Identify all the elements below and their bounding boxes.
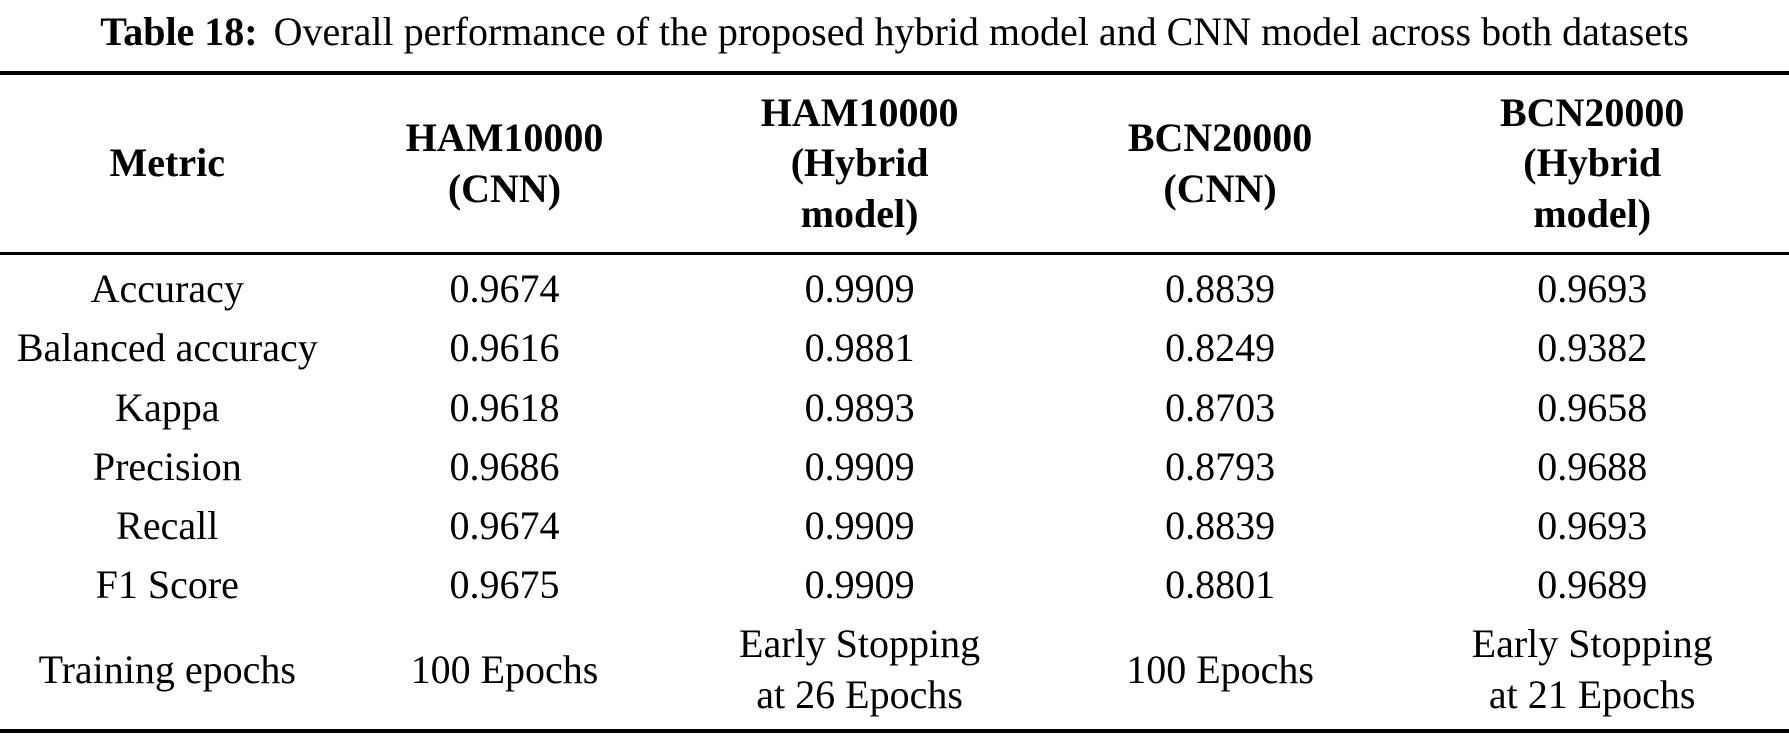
table-caption-label: Table 18: [100, 9, 258, 54]
value-cell: 0.9675 [449, 562, 560, 608]
value-cell: 0.9382 [1537, 325, 1648, 371]
table-caption-text: Overall performance of the proposed hybr… [273, 9, 1689, 54]
value-cell: 0.9909 [804, 502, 915, 548]
metric-cell: F1 Score [95, 562, 239, 608]
value-cell: 0.9688 [1537, 443, 1648, 489]
header-cell-ham10000-hybrid: HAM10000 (Hybrid model) [674, 73, 1045, 256]
table-row-kappa: Kappa 0.9618 0.9893 0.8703 0.9658 [0, 378, 1789, 437]
value-cell: 0.9909 [804, 443, 915, 489]
value-cell: 0.9674 [449, 266, 560, 312]
metric-cell: Training epochs [38, 646, 296, 692]
metric-cell: Recall [116, 502, 219, 548]
value-cell: 0.9674 [449, 502, 560, 548]
table-caption: Table 18: Overall performance of the prop… [0, 0, 1789, 56]
value-cell: 0.9686 [449, 443, 560, 489]
value-cell: 0.9881 [804, 325, 915, 371]
table-row-balanced-accuracy: Balanced accuracy 0.9616 0.9881 0.8249 0… [0, 318, 1789, 377]
table-body: Accuracy 0.9674 0.9909 0.8839 0.9693 Bal… [0, 254, 1789, 731]
header-cell-ham10000-cnn: HAM10000 (CNN) [334, 73, 675, 256]
table-row-f1-score: F1 Score 0.9675 0.9909 0.8801 0.9689 [0, 555, 1789, 614]
table-row-recall: Recall 0.9674 0.9909 0.8839 0.9693 [0, 496, 1789, 555]
header-cell-bcn20000-hybrid: BCN20000 (Hybrid model) [1395, 73, 1789, 256]
value-cell: 0.8839 [1165, 502, 1276, 548]
metric-cell: Accuracy [90, 266, 244, 312]
value-cell: 0.8703 [1165, 384, 1276, 430]
value-cell: Early Stopping at 26 Epochs [739, 621, 981, 718]
value-cell: 100 Epochs [410, 646, 599, 692]
value-cell: 0.9693 [1537, 266, 1648, 312]
metric-cell: Balanced accuracy [16, 325, 318, 371]
header-cell-bcn20000-cnn: BCN20000 (CNN) [1044, 73, 1396, 256]
value-cell: 100 Epochs [1126, 646, 1314, 692]
value-cell: 0.9893 [804, 384, 915, 430]
table-header: Metric HAM10000 (CNN) HAM10000 (Hybrid m… [0, 73, 1789, 256]
value-cell: 0.9616 [449, 325, 560, 371]
value-cell: 0.8839 [1165, 266, 1276, 312]
value-cell: 0.8793 [1165, 443, 1276, 489]
metric-cell: Kappa [115, 384, 220, 430]
header-cell-metric: Metric [0, 73, 335, 256]
value-cell: 0.8249 [1165, 325, 1276, 371]
results-table: Metric HAM10000 (CNN) HAM10000 (Hybrid m… [0, 71, 1789, 733]
table-row-accuracy: Accuracy 0.9674 0.9909 0.8839 0.9693 [0, 254, 1789, 319]
metric-cell: Precision [92, 443, 242, 489]
table-row-training-epochs: Training epochs 100 Epochs Early Stoppin… [0, 614, 1789, 730]
header-row: Metric HAM10000 (CNN) HAM10000 (Hybrid m… [0, 73, 1789, 256]
value-cell: 0.9658 [1537, 384, 1648, 430]
value-cell: 0.8801 [1165, 562, 1276, 608]
value-cell: 0.9689 [1537, 562, 1648, 608]
value-cell: 0.9693 [1537, 502, 1648, 548]
value-cell: 0.9618 [449, 384, 560, 430]
table-row-precision: Precision 0.9686 0.9909 0.8793 0.9688 [0, 437, 1789, 496]
value-cell: Early Stopping at 21 Epochs [1471, 621, 1713, 718]
value-cell: 0.9909 [804, 562, 915, 608]
value-cell: 0.9909 [804, 266, 915, 312]
